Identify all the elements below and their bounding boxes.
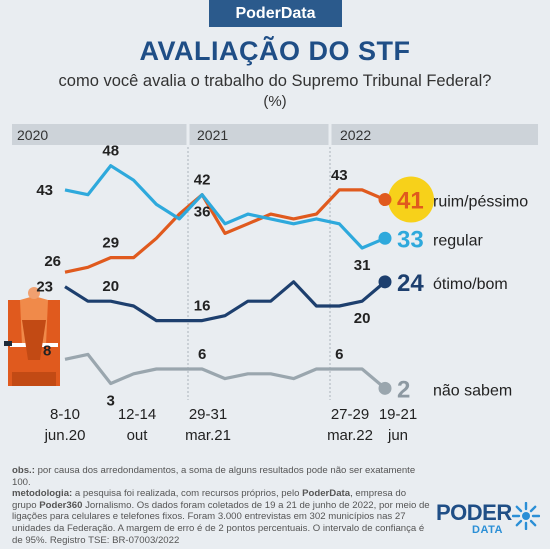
logo-burst-icon	[512, 502, 540, 530]
data-label: 48	[102, 143, 119, 160]
methodology-text: , empresa do grupo	[12, 488, 407, 511]
brand-tag: PoderData	[209, 0, 342, 27]
data-label: 8	[43, 342, 51, 359]
final-point	[378, 193, 392, 207]
methodology-note: obs.: por causa dos arredondamentos, a s…	[12, 465, 432, 546]
x-axis: 8-10 jun.20 12-14 out 29-31 mar.21 27-29…	[44, 406, 418, 444]
final-point	[378, 275, 392, 289]
year-label: 2020	[17, 127, 48, 143]
data-label: 43	[36, 182, 53, 199]
highlight-circle	[388, 176, 434, 223]
methodology-label: metodologia:	[12, 488, 73, 500]
x-tick-label: mar.21	[185, 427, 231, 444]
final-point	[378, 381, 392, 395]
data-label: 3	[107, 392, 115, 409]
data-label: 20	[102, 278, 119, 295]
chart-subtitle: como você avalia o trabalho do Supremo T…	[58, 72, 492, 90]
year-band	[12, 124, 538, 145]
year-label: 2022	[340, 127, 371, 143]
methodology-group: Poder360	[39, 499, 83, 511]
poderdata-logo: PODER DATA	[436, 500, 542, 540]
chart-unit: (%)	[263, 93, 287, 110]
data-label: 23	[36, 279, 53, 296]
lines-layer	[64, 164, 387, 390]
justice-statue-illustration	[4, 287, 60, 386]
data-label: 29	[102, 235, 119, 252]
logo-word: PODER	[436, 500, 512, 525]
x-tick-label: 8-10	[50, 406, 80, 423]
series-name-label: não sabem	[433, 382, 512, 399]
x-tick-label: 29-31	[189, 406, 227, 423]
x-tick-label: mar.22	[327, 427, 373, 444]
data-label: 43	[331, 167, 348, 184]
logo-sub: DATA	[472, 524, 503, 536]
data-label: 31	[354, 257, 371, 274]
final-value-label: 33	[397, 226, 424, 253]
points-layer	[378, 176, 434, 395]
data-label: 42	[194, 172, 211, 189]
series-name-label: ótimo/bom	[433, 276, 508, 293]
final-point	[378, 231, 392, 245]
data-label: 6	[335, 346, 343, 363]
final-value-label: 41	[397, 188, 424, 215]
data-label: 16	[194, 298, 211, 315]
final-value-label: 24	[397, 270, 424, 297]
x-tick-label: out	[127, 427, 149, 444]
series-line	[64, 280, 387, 323]
chart-title: AVALIAÇÃO DO STF	[139, 36, 411, 66]
x-tick-label: jun.20	[44, 427, 86, 444]
final-value-label: 2	[397, 376, 410, 403]
series-line	[64, 164, 386, 250]
obs-text: por causa dos arredondamentos, a soma de…	[12, 465, 416, 488]
data-label: 36	[194, 204, 211, 221]
x-tick-label: 27-29	[331, 406, 369, 423]
series-name-label: regular	[433, 232, 483, 249]
obs-label: obs.:	[12, 465, 35, 476]
series-name-label: ruim/péssimo	[433, 194, 528, 211]
series-line	[64, 352, 387, 390]
methodology-brand: PoderData	[302, 488, 351, 500]
methodology-text: Jornalismo. Os dados foram coletados de …	[12, 499, 430, 546]
series-line	[64, 188, 386, 274]
data-label: 20	[354, 310, 371, 327]
x-tick-label: 19-21	[379, 406, 417, 423]
methodology-text: a pesquisa foi realizada, com recursos p…	[74, 488, 300, 500]
data-label: 6	[198, 346, 206, 363]
year-label: 2021	[197, 127, 228, 143]
x-tick-label: 12-14	[118, 406, 156, 423]
data-label: 26	[44, 253, 61, 270]
x-tick-label: jun	[387, 427, 408, 444]
